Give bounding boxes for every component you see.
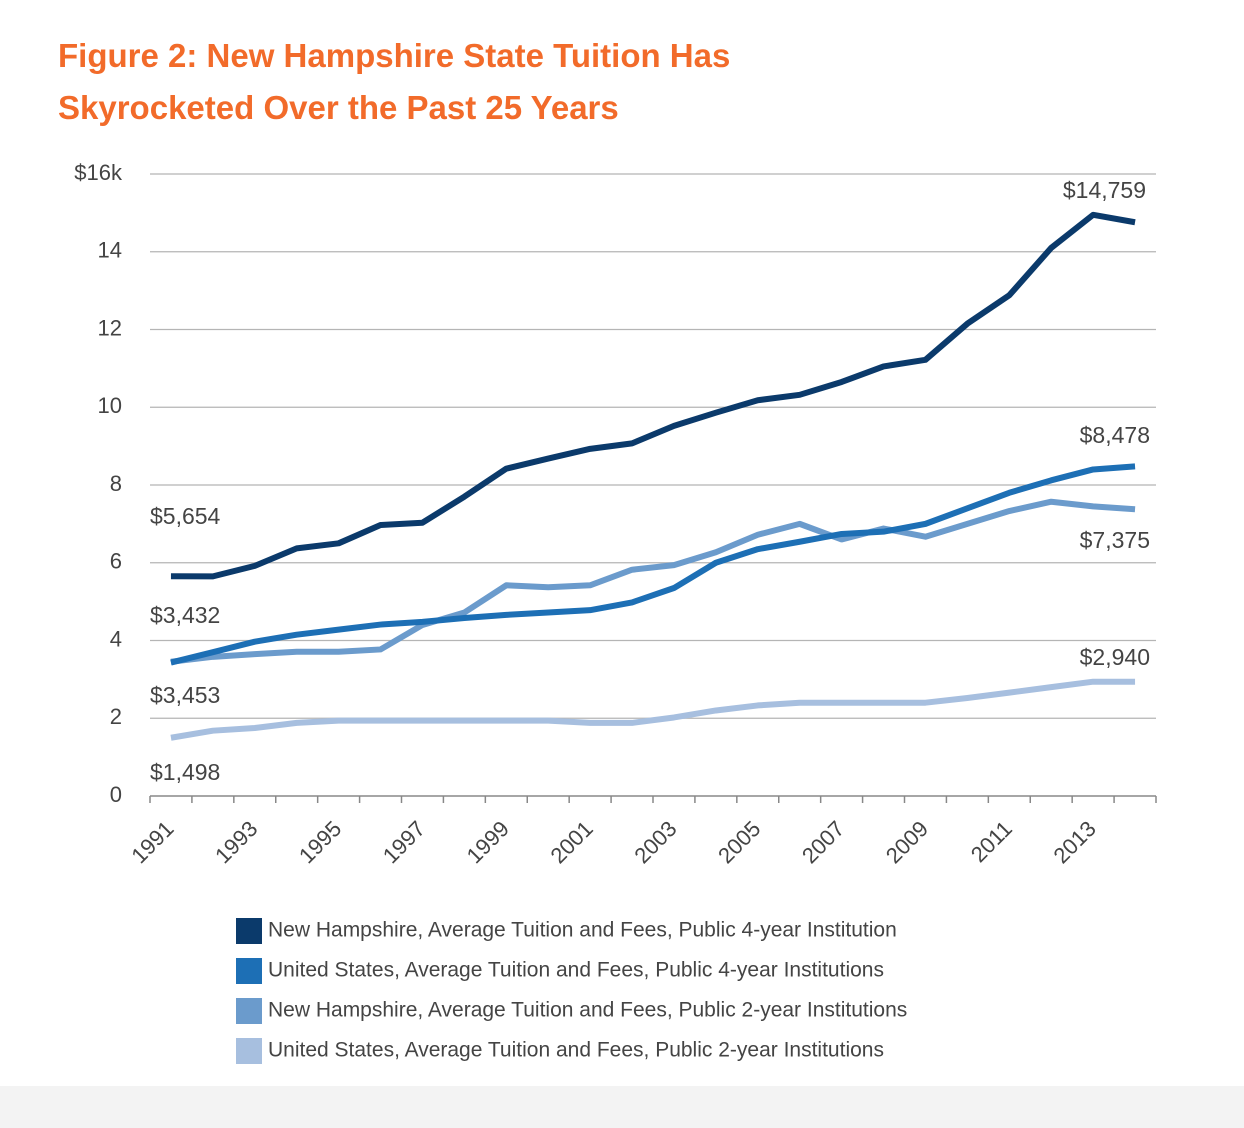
chart: 0 2 4 6 8 10 12 14 $16k 1991 1993 1995 1997 1999 2001 2… xyxy=(74,160,1157,1064)
x-tick-label: 2013 xyxy=(1048,816,1100,868)
y-tick-label: 14 xyxy=(98,238,122,263)
y-tick-label: 0 xyxy=(110,782,122,807)
data-label: $3,432 xyxy=(150,602,220,628)
data-label: $7,375 xyxy=(1080,527,1150,553)
chart-title: Figure 2: New Hampshire State Tuition Ha… xyxy=(58,37,731,126)
x-tick-label: 2005 xyxy=(713,816,765,868)
x-tick-label: 2001 xyxy=(545,816,597,868)
legend-label: New Hampshire, Average Tuition and Fees,… xyxy=(268,919,897,942)
data-label: $1,498 xyxy=(150,759,220,785)
data-label: $2,940 xyxy=(1080,644,1150,670)
legend-swatch xyxy=(236,918,262,944)
y-tick-label: 12 xyxy=(98,315,122,340)
x-tick-label: 1997 xyxy=(378,816,430,868)
legend-swatch xyxy=(236,958,262,984)
x-tick-label: 2007 xyxy=(797,816,849,868)
footer-band xyxy=(0,1086,1244,1128)
x-tick-label: 1993 xyxy=(210,816,262,868)
y-tick-label: 6 xyxy=(110,549,122,574)
x-tick-label: 1999 xyxy=(462,816,514,868)
x-tick-label: 2003 xyxy=(629,816,681,868)
data-label: $3,453 xyxy=(150,682,220,708)
series-line xyxy=(170,211,1136,580)
x-tick-label: 2009 xyxy=(881,816,933,868)
legend-label: New Hampshire, Average Tuition and Fees,… xyxy=(268,999,907,1022)
y-tick-label: 8 xyxy=(110,471,122,496)
x-tick-label: 1991 xyxy=(126,816,178,868)
series-line xyxy=(170,678,1136,741)
y-tick-label: $16k xyxy=(74,160,123,185)
legend-swatch xyxy=(236,998,262,1024)
data-label: $5,654 xyxy=(150,503,221,529)
legend-label: United States, Average Tuition and Fees,… xyxy=(268,959,884,982)
x-tick-label: 1995 xyxy=(294,816,346,868)
y-tick-label: 2 xyxy=(110,704,122,729)
series-line xyxy=(170,463,1136,666)
x-tick-label: 2011 xyxy=(966,816,1017,867)
legend-label: United States, Average Tuition and Fees,… xyxy=(268,1039,884,1062)
data-label: $8,478 xyxy=(1080,422,1150,448)
data-label: $14,759 xyxy=(1063,177,1146,203)
y-tick-label: 10 xyxy=(98,393,122,418)
y-tick-label: 4 xyxy=(110,626,122,651)
legend-swatch xyxy=(236,1038,262,1064)
series-line xyxy=(170,498,1136,665)
